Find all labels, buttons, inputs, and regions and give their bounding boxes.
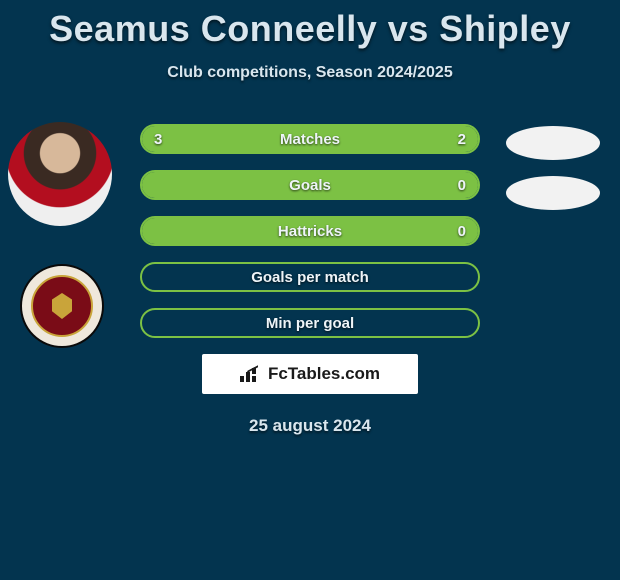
bar-chart-icon <box>240 366 262 382</box>
stat-bar: Hattricks0 <box>140 216 480 246</box>
stat-bar: Matches3 2 <box>140 124 480 154</box>
stat-label: Min per goal <box>142 310 478 336</box>
stat-value-right: 2 <box>458 126 466 152</box>
stat-label: Hattricks <box>142 218 478 244</box>
stat-label: Goals <box>142 172 478 198</box>
stat-value-right: 0 <box>458 218 466 244</box>
stat-bars: Matches32Goals0Hattricks0Goals per match… <box>140 124 480 338</box>
stat-value-left: 3 <box>154 126 162 152</box>
page-subtitle: Club competitions, Season 2024/2025 <box>0 64 620 82</box>
stat-bar: Goals0 <box>140 170 480 200</box>
player-photo-left <box>8 122 112 226</box>
page-title: Seamus Conneelly vs Shipley <box>0 0 620 50</box>
date-label: 25 august 2024 <box>0 416 620 436</box>
club-badge-inner <box>31 275 93 337</box>
attribution-badge: FcTables.com <box>202 354 418 394</box>
club-badge-left <box>20 264 104 348</box>
stat-value-right: 0 <box>458 172 466 198</box>
stat-bar: Goals per match <box>140 262 480 292</box>
stat-label: Goals per match <box>142 264 478 290</box>
stat-label: Matches <box>142 126 478 152</box>
attribution-text: FcTables.com <box>268 364 380 384</box>
stat-bar: Min per goal <box>140 308 480 338</box>
opponent-ellipse <box>506 126 600 160</box>
comparison-panel: Matches32Goals0Hattricks0Goals per match… <box>0 124 620 338</box>
opponent-ellipse <box>506 176 600 210</box>
